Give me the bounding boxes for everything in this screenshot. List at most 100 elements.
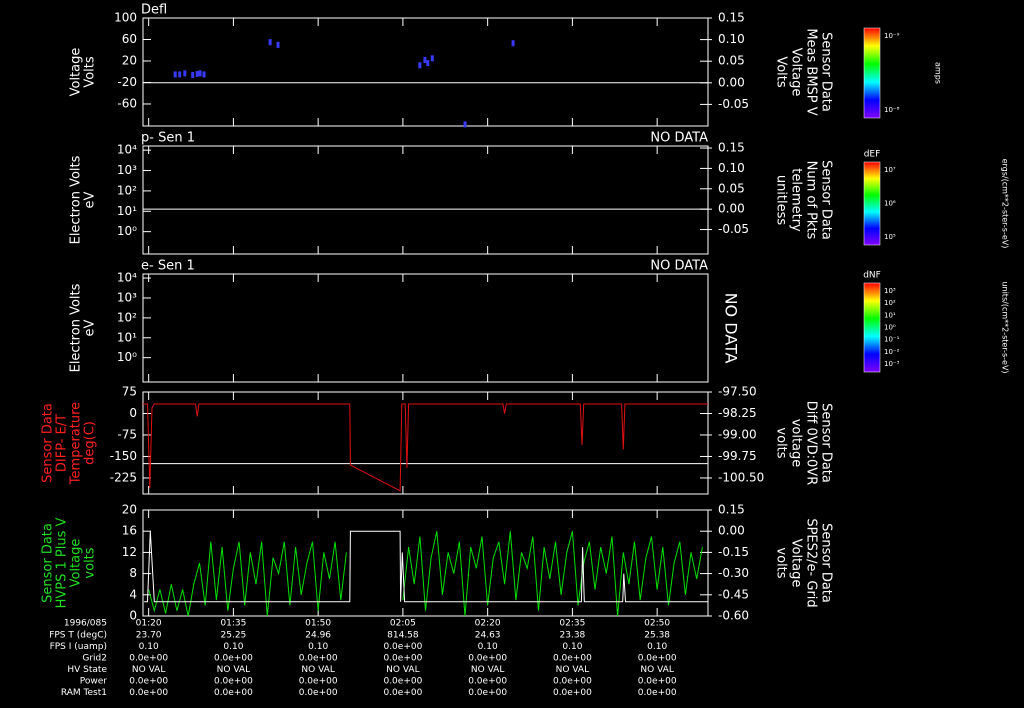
data-line [144, 530, 708, 603]
y-axis-label: Sensor Data [41, 523, 56, 603]
y2-axis-label: Meas BMSP V [804, 28, 819, 115]
colorbar-tick-label: 10⁶ [884, 200, 896, 208]
data-point [198, 70, 202, 77]
y-axis-label: eV [83, 191, 98, 208]
panel-frame [142, 391, 709, 495]
colorbar-tick-label: 10² [884, 299, 896, 307]
y2-axis-label: Sensor Data [819, 523, 834, 603]
y-axis-label: volts [83, 547, 98, 578]
colorbar-tick-label: 10⁻¹ [884, 336, 900, 344]
panel-frame [142, 509, 709, 617]
table-row-label: HV State [67, 665, 107, 675]
y-axis-label: eV [83, 319, 98, 336]
y2-axis-label: Sensor Data [819, 32, 834, 112]
y-tick-label: 20 [122, 53, 137, 67]
data-point [202, 71, 206, 78]
y-tick-label: 10⁰ [117, 224, 137, 238]
table-cell: NO VAL [301, 665, 334, 675]
y2-tick-label: -99.75 [718, 449, 757, 463]
table-row-label: Grid2 [82, 654, 107, 664]
table-cell: 0.0e+00 [468, 654, 507, 664]
table-cell: 0.10 [647, 642, 667, 652]
y-axis-label: Volts [83, 56, 98, 88]
y-tick-label: 10⁰ [117, 350, 137, 364]
table-cell: 0.0e+00 [129, 677, 168, 687]
y2-axis-label: volts [774, 547, 789, 578]
table-cell: 0.0e+00 [299, 688, 338, 698]
panel-frame [142, 145, 709, 255]
colorbar-title: dNF [863, 271, 881, 281]
y2-tick-label: 0.15 [718, 141, 745, 155]
table-cell: 0.0e+00 [129, 654, 168, 664]
y2-tick-label: -100.50 [718, 470, 764, 484]
y2-tick-label: 0.15 [718, 503, 745, 517]
table-cell: 0.0e+00 [468, 677, 507, 687]
table-row-label: FPS I (uamp) [50, 642, 107, 652]
colorbar-tick-label: 10⁷ [884, 166, 896, 174]
table-cell: 0.10 [223, 642, 243, 652]
table-cell: NO VAL [640, 665, 673, 675]
colorbar-tick-label: 10⁻² [884, 348, 900, 356]
x-tick-label: 02:05 [390, 619, 416, 629]
table-cell: 24.96 [305, 631, 331, 641]
y-axis-label: Temperature [69, 402, 84, 485]
y2-tick-label: 0.15 [718, 11, 745, 25]
table-cell: 0.0e+00 [299, 677, 338, 687]
y-tick-label: 8 [129, 566, 137, 580]
y2-tick-label: -0.15 [718, 545, 749, 559]
data-point [173, 71, 177, 78]
colorbar-label: ergs/(cm**2-ster-s-eV) [1001, 159, 1010, 249]
table-cell: 0.0e+00 [383, 654, 422, 664]
table-cell: NO VAL [471, 665, 504, 675]
data-point [511, 40, 515, 47]
panel-status: NO DATA [650, 259, 708, 274]
y-tick-label: -150 [110, 449, 137, 463]
colorbar-tick-label: 10³ [884, 287, 896, 295]
y2-tick-label: 0.05 [718, 54, 745, 68]
y-tick-label: -75 [117, 427, 137, 441]
data-point [430, 55, 434, 62]
table-cell: 24.63 [475, 631, 501, 641]
table-cell: 0.0e+00 [383, 677, 422, 687]
colorbar-tick-label: 10⁰ [884, 324, 896, 332]
y-axis-label: Electron Volts [69, 283, 84, 372]
table-cell: 25.25 [221, 631, 247, 641]
y-tick-label: 100 [114, 11, 137, 25]
colorbar-label: units/(cm**2-ster-s-eV) [1001, 281, 1010, 373]
y2-axis-label: Voltage [789, 539, 804, 588]
colorbar-title: dEF [864, 150, 881, 160]
data-point [178, 71, 182, 78]
y2-axis-label: Num of Pkts [804, 161, 819, 240]
table-cell: 0.0e+00 [468, 688, 507, 698]
y-axis-label: Voltage [69, 539, 84, 588]
table-date: 1996/085 [64, 619, 107, 629]
table-cell: 23.38 [560, 631, 586, 641]
panel-title: Defl [141, 3, 167, 18]
y-tick-label: 4 [129, 587, 137, 601]
colorbar-tick-label: 10⁻⁸ [884, 106, 900, 114]
y-tick-label: 10⁴ [117, 271, 137, 285]
table-cell: NO VAL [556, 665, 589, 675]
y-axis-label: HVPS 1 Plus V [55, 518, 70, 609]
colorbar-tick-label: 10⁻³ [884, 360, 900, 368]
data-line [148, 531, 703, 617]
y-tick-label: 10² [117, 310, 137, 324]
y2-tick-label: -98.25 [718, 406, 757, 420]
y2-axis-label: Diff 0VD:0VR [804, 401, 819, 485]
y2-axis-label: Voltage [789, 48, 804, 97]
table-cell: NO VAL [132, 665, 165, 675]
data-point [183, 70, 187, 77]
table-cell: 0.10 [478, 642, 498, 652]
y2-tick-label: 0.10 [718, 161, 745, 175]
table-cell: 0.0e+00 [383, 688, 422, 698]
colorbar [863, 27, 881, 119]
table-cell: 0.0e+00 [638, 677, 677, 687]
y2-tick-label: -0.30 [718, 566, 749, 580]
table-cell: 0.0e+00 [638, 688, 677, 698]
y-tick-label: 10² [117, 183, 137, 197]
y-tick-label: 10³ [117, 163, 137, 177]
table-cell: 0.0e+00 [553, 654, 592, 664]
y-axis-label: DIFP- E/T [55, 414, 70, 472]
y-tick-label: 75 [122, 385, 137, 399]
